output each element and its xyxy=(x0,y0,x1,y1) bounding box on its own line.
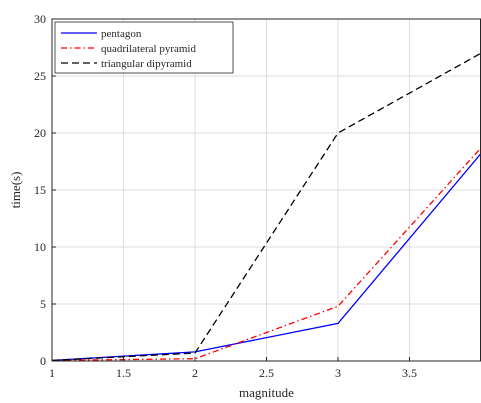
x-tick-label: 3.5 xyxy=(402,366,417,380)
y-tick-label: 0 xyxy=(40,354,46,368)
x-tick-label: 2 xyxy=(192,366,198,380)
x-tick-label: 3 xyxy=(335,366,341,380)
legend: pentagon quadrilateral pyramid triangular … xyxy=(54,21,234,74)
y-tick-label: 10 xyxy=(34,240,46,254)
x-tick-label: 1.5 xyxy=(116,366,131,380)
x-axis-label: magnitude xyxy=(239,385,294,400)
y-tick-label: 5 xyxy=(40,297,46,311)
y-axis-label: time(s) xyxy=(8,172,23,209)
y-tick-label: 15 xyxy=(34,183,46,197)
series-line-triangular-dipyramid xyxy=(51,52,481,362)
legend-label: triangular dipyramid xyxy=(101,58,192,70)
x-tick-label: 2.5 xyxy=(259,366,274,380)
tick-labels: 1 1.5 2 2.5 3 3.5 0 5 10 15 20 25 30 xyxy=(34,12,417,380)
legend-label: quadrilateral pyramid xyxy=(101,43,196,55)
y-tick-label: 25 xyxy=(34,69,46,83)
x-tick-label: 1 xyxy=(49,366,55,380)
axis-ticks xyxy=(51,18,410,362)
legend-label: pentagon xyxy=(101,28,142,40)
y-tick-label: 20 xyxy=(34,126,46,140)
y-tick-label: 30 xyxy=(34,12,46,26)
